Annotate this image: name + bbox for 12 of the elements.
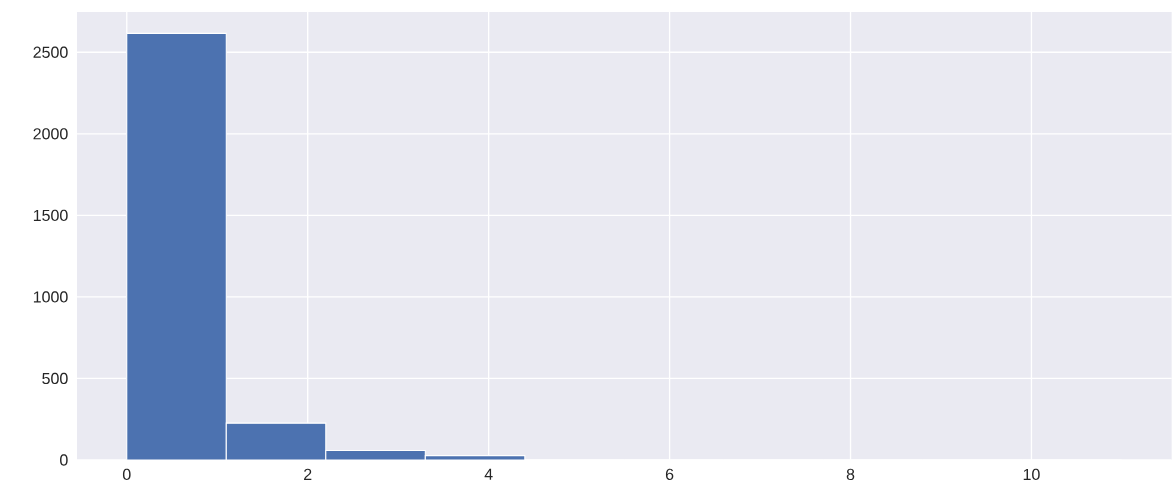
y-tick-label: 1500 <box>33 209 68 222</box>
x-tick-label: 4 <box>484 468 493 480</box>
y-tick-label: 2500 <box>33 46 68 58</box>
x-tick-label: 6 <box>665 468 674 481</box>
x-tick-label: 2 <box>304 468 312 480</box>
x-tick-label: 0 <box>122 468 131 481</box>
y-tick-label: 2000 <box>33 128 68 140</box>
y-tick-label: 0 <box>60 454 68 466</box>
x-tick-label: 10 <box>1023 468 1040 481</box>
y-tick-label: 1000 <box>33 291 68 303</box>
y-tick-label: 500 <box>42 372 68 385</box>
x-tick-label: 8 <box>846 468 855 481</box>
